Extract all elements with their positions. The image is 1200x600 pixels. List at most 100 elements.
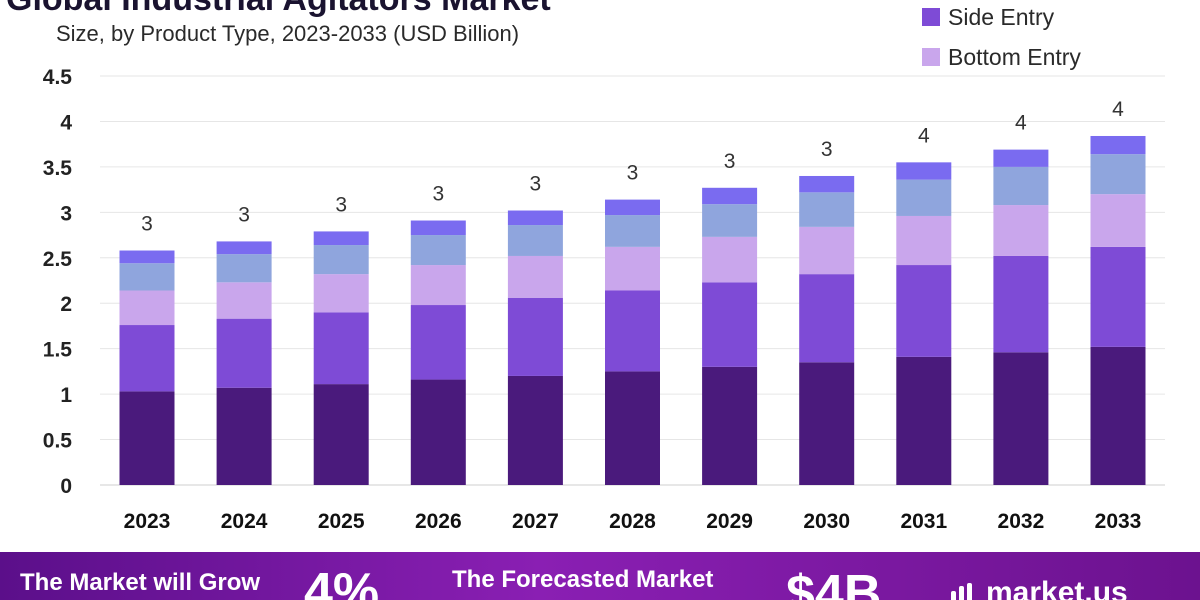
- bar-segment: [896, 179, 952, 216]
- bar-total-label: 3: [821, 138, 833, 161]
- x-tick-label: 2024: [221, 510, 268, 533]
- bar-total-label: 4: [918, 124, 930, 147]
- bar-segment: [507, 210, 563, 226]
- bar-segment: [1090, 194, 1146, 247]
- x-tick-label: 2032: [998, 510, 1045, 533]
- bar-segment: [410, 379, 466, 485]
- bar-total-label: 3: [141, 213, 153, 236]
- bar-segment: [605, 371, 660, 485]
- y-tick-label: 2.5: [43, 248, 73, 271]
- bar-segment: [313, 274, 369, 313]
- bar-segment: [993, 205, 1049, 256]
- banner-forecast-label: The Forecasted Market: [452, 566, 714, 593]
- bar-segment: [119, 263, 175, 291]
- bar-segment: [605, 290, 660, 372]
- bar-chart: 0 0.5 1 1.5 2 2.5 3 3.5 4 4.5 3 2023 3 2024 3 2025 3 2026…: [43, 66, 1165, 533]
- bar-segment: [507, 255, 563, 298]
- bar-total-label: 3: [724, 150, 736, 173]
- bar-segment: [410, 220, 466, 236]
- bar-segment: [507, 297, 563, 376]
- x-tick-label: 2027: [512, 510, 559, 533]
- bar-segment: [702, 366, 758, 485]
- bar-segment: [410, 265, 466, 306]
- bar-segment: [702, 282, 758, 367]
- promo-banner: The Market will Grow 4% The Forecasted M…: [0, 552, 1200, 600]
- bar-segment: [313, 245, 369, 275]
- x-tick-label: 2033: [1095, 510, 1142, 533]
- bar-segment: [119, 290, 175, 326]
- banner-grow-label: The Market will Grow: [20, 569, 261, 596]
- bar-segment: [119, 250, 175, 264]
- bar-segment: [605, 246, 660, 291]
- x-tick-label: 2025: [318, 510, 365, 533]
- bar-segment: [313, 312, 369, 385]
- bar-total-label: 3: [238, 203, 250, 226]
- banner-grow-value: 4%: [304, 563, 380, 600]
- y-tick-label: 0.5: [43, 430, 73, 453]
- bar-segment: [1090, 135, 1146, 155]
- bar-total-label: 3: [627, 162, 639, 185]
- bar-segment: [410, 235, 466, 266]
- bar-total-label: 3: [432, 183, 444, 206]
- bar-segment: [410, 305, 466, 380]
- brand-logo: market.us: [950, 576, 1128, 600]
- bar-segment: [216, 282, 272, 319]
- bar-segment: [1090, 346, 1146, 485]
- bar-segment: [896, 215, 952, 266]
- bar-segment: [799, 274, 855, 363]
- bar-segment: [313, 384, 369, 485]
- banner-forecast-value: $4B: [786, 565, 882, 600]
- bar-segment: [993, 166, 1049, 206]
- bar-segment: [313, 231, 369, 246]
- y-tick-label: 3: [60, 202, 72, 225]
- x-tick-label: 2030: [803, 510, 850, 533]
- bar-segment: [993, 255, 1049, 353]
- bar-total-label: 4: [1112, 98, 1124, 121]
- bar-total-label: 4: [1015, 112, 1027, 135]
- x-tick-label: 2028: [609, 510, 656, 533]
- chart-title: Global Industrial Agitators Market: [6, 0, 551, 19]
- bar-segment: [993, 149, 1049, 167]
- bar-segment: [993, 352, 1049, 485]
- bar-segment: [896, 265, 952, 357]
- legend-swatch-side-entry: [922, 8, 940, 26]
- bar-segment: [799, 175, 855, 193]
- y-tick-label: 2: [60, 293, 72, 316]
- y-tick-label: 1.5: [43, 339, 73, 362]
- y-tick-label: 3.5: [43, 157, 73, 180]
- bar-segment: [216, 318, 272, 388]
- bar-segment: [507, 225, 563, 256]
- x-tick-label: 2029: [706, 510, 753, 533]
- bar-segment: [702, 187, 758, 205]
- bar-total-label: 3: [530, 173, 542, 196]
- chart-subtitle: Size, by Product Type, 2023-2033 (USD Bi…: [56, 21, 520, 46]
- bar-segment: [605, 199, 660, 216]
- brand-bars-icon: [951, 583, 972, 600]
- y-tick-label: 1: [60, 384, 72, 407]
- bar-segment: [1090, 154, 1146, 195]
- bar-segment: [799, 192, 855, 227]
- bar-segment: [896, 356, 952, 485]
- x-tick-label: 2023: [124, 510, 171, 533]
- legend-label-bottom-entry: Bottom Entry: [948, 44, 1081, 70]
- y-tick-label: 0: [60, 475, 72, 498]
- x-tick-label: 2026: [415, 510, 462, 533]
- bar-segment: [216, 387, 272, 485]
- brand-name: market.us: [986, 576, 1128, 600]
- bar-segment: [119, 391, 175, 485]
- legend-label-side-entry: Side Entry: [948, 4, 1055, 30]
- bar-segment: [702, 236, 758, 283]
- bar-segment: [216, 254, 272, 283]
- bar-segment: [605, 215, 660, 247]
- bar-total-label: 3: [335, 193, 347, 216]
- bar-segment: [216, 241, 272, 255]
- y-tick-label: 4: [60, 111, 72, 134]
- bar-segment: [799, 362, 855, 485]
- bar-segment: [702, 204, 758, 237]
- x-tick-label: 2031: [900, 510, 947, 533]
- legend-swatch-bottom-entry: [922, 48, 940, 66]
- bar-segment: [507, 375, 563, 485]
- bar-segment: [119, 325, 175, 392]
- bar-segment: [1090, 246, 1146, 347]
- y-tick-label: 4.5: [43, 66, 73, 89]
